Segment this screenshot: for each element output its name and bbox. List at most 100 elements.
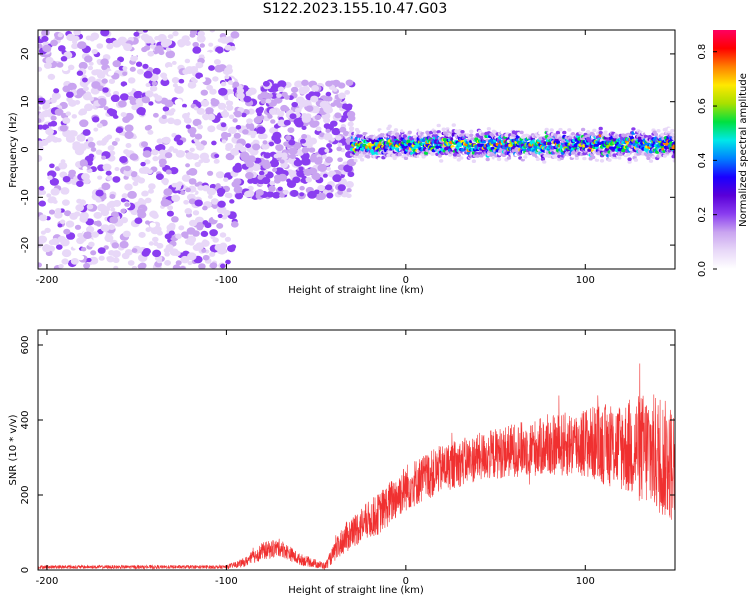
- spectrogram-cell: [202, 205, 208, 211]
- colorbar: 0.0 0.2 0.4 0.6 0.8 Normalized spectral ampl…: [697, 30, 749, 277]
- spectrogram-cell: [337, 142, 343, 147]
- spectrogram-cell: [57, 235, 66, 243]
- spectrogram-cell: [38, 66, 43, 72]
- spectrogram-cell: [167, 205, 174, 211]
- spectrogram-cell: [160, 97, 169, 105]
- spectrogram-cell: [163, 180, 169, 186]
- spectrogram-cell: [45, 137, 52, 143]
- spectrogram-cell: [168, 222, 176, 229]
- spectrogram-cell: [250, 131, 257, 137]
- snr-xlabel: Height of straight line (km): [288, 585, 424, 596]
- spectrogram-cell: [210, 98, 217, 103]
- spectrogram-cell: [59, 124, 68, 132]
- spectrogram-cell: [301, 115, 311, 123]
- spectrogram-cell: [334, 112, 342, 119]
- spectrogram-cell: [300, 178, 306, 183]
- colorbar-tick-label: 0.0: [697, 261, 708, 277]
- spectrogram-cell: [100, 30, 110, 37]
- spectrogram-cell: [179, 107, 189, 115]
- spectrogram-cell: [460, 130, 465, 134]
- x-tick-label: -200: [36, 576, 59, 587]
- spectrogram-cell: [256, 111, 262, 117]
- spectrogram-cell: [262, 140, 268, 145]
- spectrogram-cell: [152, 249, 162, 258]
- spectrogram-cell: [85, 225, 95, 233]
- spectrogram-cell: [234, 192, 244, 200]
- spectrogram-cell: [273, 174, 282, 181]
- spectrogram-cell: [71, 114, 78, 119]
- spectrogram-cell: [549, 128, 554, 132]
- spectrogram-cell: [475, 154, 480, 158]
- spectrogram-cell: [241, 112, 247, 118]
- spectrogram-cell: [201, 248, 207, 253]
- spectrogram-cell: [197, 185, 205, 191]
- spectrogram-cell: [277, 186, 283, 192]
- spectrogram-cell: [301, 85, 310, 93]
- spectrogram-cell: [120, 216, 128, 224]
- spectrogram-cell: [273, 137, 282, 144]
- spectrogram-cell: [149, 39, 156, 45]
- spectrogram-cell: [592, 128, 597, 133]
- spectrogram-cell: [136, 208, 145, 215]
- spectrogram-cell: [141, 191, 148, 197]
- spectrogram-cell: [165, 50, 176, 59]
- spectrogram-cell: [574, 156, 579, 160]
- spectrogram-cell: [645, 131, 650, 136]
- spectrogram-cell: [145, 82, 151, 88]
- spectrogram-cell: [160, 198, 170, 207]
- spectrogram-cell: [627, 157, 632, 161]
- spectrogram-cell: [199, 77, 206, 83]
- spectrogram-cell: [196, 143, 205, 151]
- spectrogram-cell: [332, 174, 342, 183]
- spectrogram-cell: [242, 129, 249, 135]
- spectrogram-cell: [108, 78, 116, 84]
- spectrogram-cell: [323, 117, 331, 124]
- spectrogram-cell: [141, 46, 148, 53]
- spectrogram-cell: [285, 135, 292, 141]
- spectrogram-cell: [392, 156, 397, 161]
- spectrogram-cell: [91, 48, 98, 55]
- spectrogram-cell: [345, 79, 354, 86]
- spectrogram-cell: [164, 260, 172, 266]
- spectrogram-cell: [338, 92, 346, 100]
- spectrogram-cell: [63, 228, 71, 235]
- spectrogram-cell: [178, 78, 185, 84]
- spectrogram-cell: [324, 148, 330, 153]
- spectrogram-cell: [76, 134, 86, 142]
- spectrogram-cell: [109, 193, 116, 200]
- spectrogram-cell: [286, 180, 297, 188]
- spectrogram-cell: [38, 262, 42, 268]
- spectrogram-cell: [270, 84, 280, 92]
- x-tick-label: -100: [215, 576, 238, 587]
- spectrogram-cell: [58, 161, 68, 170]
- spectrogram-cell: [301, 147, 309, 154]
- spectrogram-cell: [176, 139, 184, 146]
- spectrogram-cell: [194, 133, 203, 140]
- spectrogram-cell: [192, 79, 198, 84]
- spectrogram-cell: [68, 169, 77, 176]
- spectrogram-cell: [515, 127, 520, 131]
- spectrogram-cell: [162, 106, 170, 112]
- spectrogram-cell: [48, 196, 57, 203]
- spectrogram-cell: [672, 141, 675, 145]
- spectrogram-cell: [317, 192, 327, 201]
- spectrogram-cell: [66, 91, 74, 98]
- spectrogram-cell: [188, 198, 197, 205]
- spectrogram-cell: [185, 163, 191, 168]
- spectrogram-cell: [137, 263, 145, 269]
- spectrogram-cell: [273, 124, 280, 129]
- spectrogram-cell: [196, 34, 206, 43]
- spectrogram-cell: [627, 160, 632, 164]
- spectrogram-cell: [301, 157, 311, 166]
- spectrogram-cell: [212, 237, 219, 243]
- spectrogram-cell: [219, 232, 227, 238]
- spectrogram-cell: [62, 175, 71, 183]
- spectrogram-cell: [646, 156, 651, 160]
- spectrogram-cell: [567, 128, 572, 132]
- spectrogram-cell: [347, 171, 355, 178]
- spectrogram-cell: [162, 76, 168, 81]
- spectrogram-cell: [112, 60, 121, 68]
- spectrogram-cell: [153, 225, 162, 233]
- spectrogram-cell: [633, 158, 639, 162]
